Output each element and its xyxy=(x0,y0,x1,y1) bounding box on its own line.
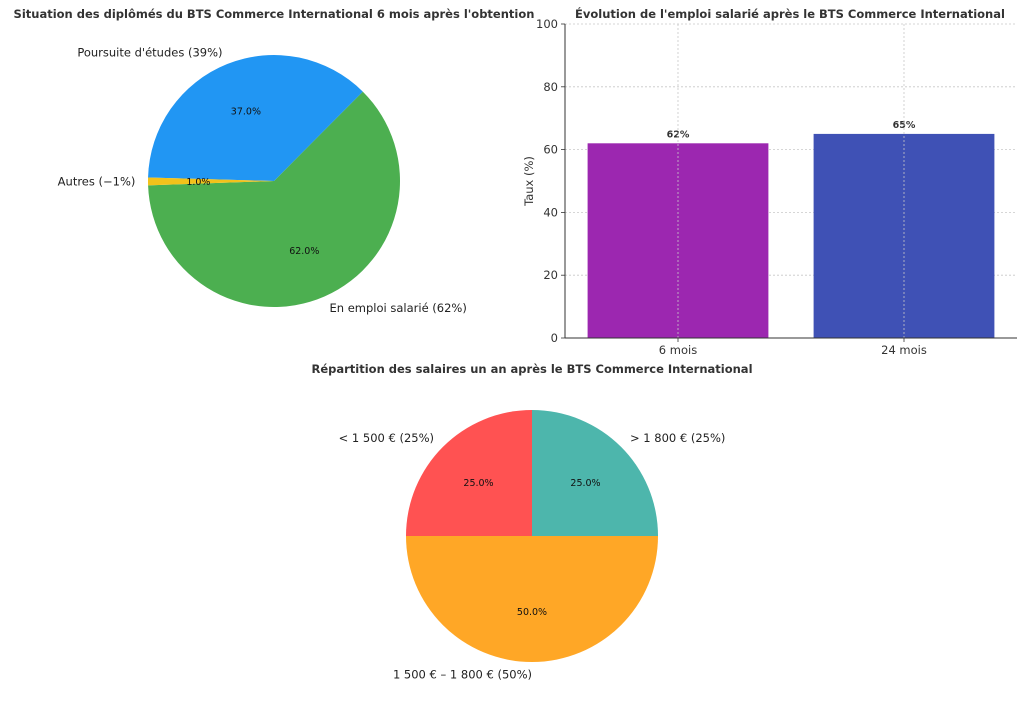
pie1-pct-label-1: 37.0% xyxy=(231,106,261,117)
pie1-label-1: Poursuite d'études (39%) xyxy=(77,45,222,59)
pie1-label-2: Autres (−1%) xyxy=(58,175,136,189)
y-tick-label: 40 xyxy=(543,205,558,219)
bar-chart-emploi: Évolution de l'emploi salarié après le B… xyxy=(522,6,1017,357)
pie3-label-0: > 1 800 € (25%) xyxy=(630,431,725,445)
y-tick-label: 20 xyxy=(543,268,558,282)
pie1-slice-2 xyxy=(148,177,274,186)
pie3-pct-label-1: 25.0% xyxy=(463,478,493,489)
pie1-slice-0 xyxy=(148,91,401,308)
pie-chart-salaires: Répartition des salaires un an après le … xyxy=(311,362,752,682)
y-tick-label: 0 xyxy=(551,331,558,345)
pie3-pct-label-2: 50.0% xyxy=(517,607,547,618)
y-tick-label: 60 xyxy=(543,143,558,157)
pie-chart-situation: Situation des diplômés du BTS Commerce I… xyxy=(14,7,535,315)
pie3-slice-0 xyxy=(532,410,658,536)
y-axis-label: Taux (%) xyxy=(522,156,536,207)
y-tick-label: 100 xyxy=(536,17,558,31)
bar-value-label-0: 62% xyxy=(667,129,690,140)
bar-title: Évolution de l'emploi salarié après le B… xyxy=(575,6,1005,21)
pie3-pct-label-0: 25.0% xyxy=(570,478,600,489)
pie3-slice-2 xyxy=(406,536,658,662)
pie3-slice-1 xyxy=(406,410,532,536)
x-tick-label: 24 mois xyxy=(881,343,927,357)
pie1-title: Situation des diplômés du BTS Commerce I… xyxy=(14,7,535,21)
pie1-pct-label-0: 62.0% xyxy=(289,246,319,257)
pie3-label-1: < 1 500 € (25%) xyxy=(339,431,434,445)
pie3-label-2: 1 500 € – 1 800 € (50%) xyxy=(393,668,532,682)
x-tick-label: 6 mois xyxy=(659,343,697,357)
pie1-label-0: En emploi salarié (62%) xyxy=(330,301,467,315)
pie1-pct-label-2: 1.0% xyxy=(186,177,210,188)
bar-1 xyxy=(813,133,995,338)
pie1-slice-1 xyxy=(148,55,363,181)
pie3-title: Répartition des salaires un an après le … xyxy=(311,362,752,376)
y-tick-label: 80 xyxy=(543,80,558,94)
